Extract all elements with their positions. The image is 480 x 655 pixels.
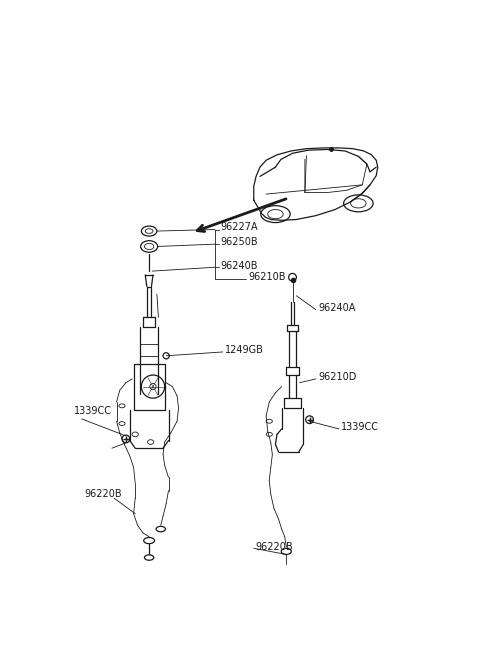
Text: 1339CC: 1339CC bbox=[340, 422, 379, 432]
Ellipse shape bbox=[132, 432, 138, 437]
Text: 96250B: 96250B bbox=[220, 237, 258, 247]
Ellipse shape bbox=[145, 229, 153, 233]
Text: 96240A: 96240A bbox=[318, 303, 356, 313]
Circle shape bbox=[150, 384, 156, 390]
Text: 1249GB: 1249GB bbox=[225, 345, 264, 356]
Ellipse shape bbox=[261, 206, 290, 223]
Text: 96220B: 96220B bbox=[255, 542, 293, 552]
Ellipse shape bbox=[268, 210, 283, 219]
Ellipse shape bbox=[141, 240, 157, 252]
Ellipse shape bbox=[350, 198, 366, 208]
Text: 96227A: 96227A bbox=[220, 222, 258, 233]
Ellipse shape bbox=[142, 226, 157, 236]
Ellipse shape bbox=[281, 548, 291, 555]
Ellipse shape bbox=[144, 538, 155, 544]
Circle shape bbox=[288, 273, 296, 281]
Circle shape bbox=[122, 435, 130, 443]
Ellipse shape bbox=[119, 422, 125, 426]
Ellipse shape bbox=[344, 195, 373, 212]
Text: 96210D: 96210D bbox=[318, 372, 357, 383]
Circle shape bbox=[142, 375, 165, 398]
Ellipse shape bbox=[144, 555, 154, 560]
Text: 96240B: 96240B bbox=[220, 261, 258, 271]
Text: 96220B: 96220B bbox=[85, 489, 122, 499]
Ellipse shape bbox=[266, 432, 272, 436]
Text: 1339CC: 1339CC bbox=[74, 406, 112, 416]
Ellipse shape bbox=[266, 419, 272, 423]
Circle shape bbox=[306, 416, 313, 424]
Ellipse shape bbox=[147, 440, 154, 444]
Ellipse shape bbox=[156, 527, 166, 532]
Circle shape bbox=[163, 353, 169, 359]
Ellipse shape bbox=[144, 244, 154, 250]
Text: 96210B: 96210B bbox=[248, 272, 286, 282]
Ellipse shape bbox=[119, 404, 125, 408]
